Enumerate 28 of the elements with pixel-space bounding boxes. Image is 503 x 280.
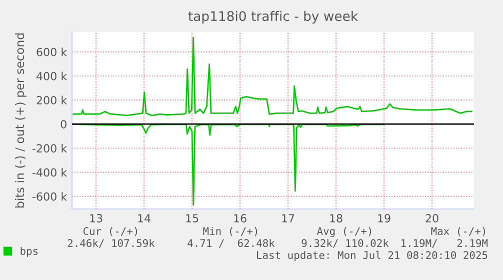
- text: 9.32k/ 110.02k: [302, 238, 389, 248]
- x-tick-label: 17: [282, 214, 294, 222]
- y-tick-label: 0: [60, 120, 66, 128]
- legend-label: bps: [20, 246, 38, 257]
- y-tick-label: 600 k: [36, 48, 68, 56]
- text: 4.71 / 62.48k: [188, 238, 275, 248]
- y-tick-label: 400 k: [36, 72, 68, 80]
- x-tick-label: 13: [90, 214, 102, 222]
- x-tick-label: 18: [330, 214, 342, 222]
- x-tick-label: 14: [138, 214, 150, 222]
- y-tick-label: -400 k: [32, 168, 68, 177]
- x-tick-label: 19: [378, 214, 390, 222]
- y-axis-title: bits in (-) / out (+) per second: [14, 33, 26, 208]
- text: 2.46k/ 107.59k: [68, 238, 155, 248]
- x-tick-label: 16: [234, 214, 246, 222]
- text: Min (-/+): [203, 226, 258, 236]
- y-tick-label: -600 k: [32, 192, 68, 201]
- line-series: [72, 36, 472, 116]
- text: Max (-/+): [431, 227, 486, 236]
- chart-title: tap118i0 traffic - by week: [188, 10, 358, 24]
- text: 1.19M/ 2.19M: [401, 239, 488, 248]
- x-tick-label: 20: [426, 214, 438, 222]
- text: Cur (-/+): [83, 227, 138, 236]
- text: Avg (-/+): [316, 226, 372, 238]
- x-tick-label: 15: [186, 214, 198, 222]
- y-tick-label: 200 k: [36, 96, 68, 104]
- y-tick-label: -200 k: [32, 144, 68, 153]
- text: Last update: Mon Jul 21 08:20:10 2025: [257, 250, 488, 262]
